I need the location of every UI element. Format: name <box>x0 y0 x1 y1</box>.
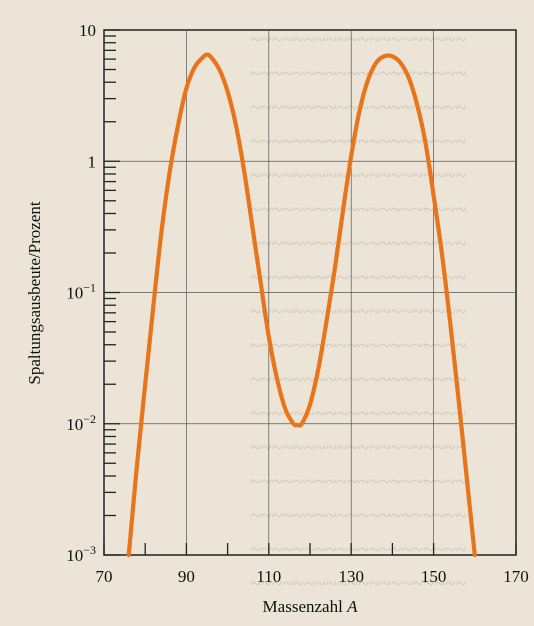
x-tick-label: 170 <box>503 567 529 586</box>
svg-text:~~~~~~~~~~~~~~~~~~~~: ~~~~~~~~~~~~~~~~~~~~ <box>250 437 467 459</box>
page-show-through: ~~~~~~~~~~~~~~~~~~~~ ~~~~~~~~~~~~~~~~~~~… <box>250 29 467 595</box>
svg-text:~~~~~~~~~~~~~~~~~~~~: ~~~~~~~~~~~~~~~~~~~~ <box>250 573 467 595</box>
x-tick-label: 130 <box>338 567 364 586</box>
svg-text:~~~~~~~~~~~~~~~~~~~~: ~~~~~~~~~~~~~~~~~~~~ <box>250 63 467 85</box>
y-tick-label: 1 <box>88 152 97 171</box>
svg-text:~~~~~~~~~~~~~~~~~~~~: ~~~~~~~~~~~~~~~~~~~~ <box>250 267 467 289</box>
y-tick-label: 10−3 <box>66 543 96 565</box>
svg-text:~~~~~~~~~~~~~~~~~~~~: ~~~~~~~~~~~~~~~~~~~~ <box>250 233 467 255</box>
svg-text:~~~~~~~~~~~~~~~~~~~~: ~~~~~~~~~~~~~~~~~~~~ <box>250 471 467 493</box>
series-layer <box>126 52 477 558</box>
svg-text:~~~~~~~~~~~~~~~~~~~~: ~~~~~~~~~~~~~~~~~~~~ <box>250 369 467 391</box>
svg-text:~~~~~~~~~~~~~~~~~~~~: ~~~~~~~~~~~~~~~~~~~~ <box>250 505 467 527</box>
x-tick-label: 110 <box>256 567 281 586</box>
x-axis-label: Massenzahl A <box>263 597 359 616</box>
x-tick-label: 90 <box>178 567 195 586</box>
x-tick-label: 150 <box>421 567 447 586</box>
y-tick-label: 10−1 <box>66 281 96 303</box>
x-axis-tick-labels: 70 90 110 130 150 170 <box>96 567 529 586</box>
svg-text:~~~~~~~~~~~~~~~~~~~~: ~~~~~~~~~~~~~~~~~~~~ <box>250 199 467 221</box>
y-axis-tick-labels: 10 1 10−1 10−2 10−3 <box>66 21 96 565</box>
y-minor-ticks <box>104 29 120 556</box>
y-tick-label: 10 <box>79 21 96 40</box>
y-axis-label: Spaltungsausbeute/Prozent <box>25 201 44 384</box>
x-tick-label: 70 <box>96 567 113 586</box>
svg-text:~~~~~~~~~~~~~~~~~~~~: ~~~~~~~~~~~~~~~~~~~~ <box>250 165 467 187</box>
svg-text:~~~~~~~~~~~~~~~~~~~~: ~~~~~~~~~~~~~~~~~~~~ <box>250 131 467 153</box>
series-line <box>126 52 477 558</box>
grid <box>104 30 516 555</box>
svg-text:~~~~~~~~~~~~~~~~~~~~: ~~~~~~~~~~~~~~~~~~~~ <box>250 29 467 51</box>
svg-text:~~~~~~~~~~~~~~~~~~~~: ~~~~~~~~~~~~~~~~~~~~ <box>250 335 467 357</box>
svg-text:~~~~~~~~~~~~~~~~~~~~: ~~~~~~~~~~~~~~~~~~~~ <box>250 301 467 323</box>
y-tick-label: 10−2 <box>66 412 96 434</box>
